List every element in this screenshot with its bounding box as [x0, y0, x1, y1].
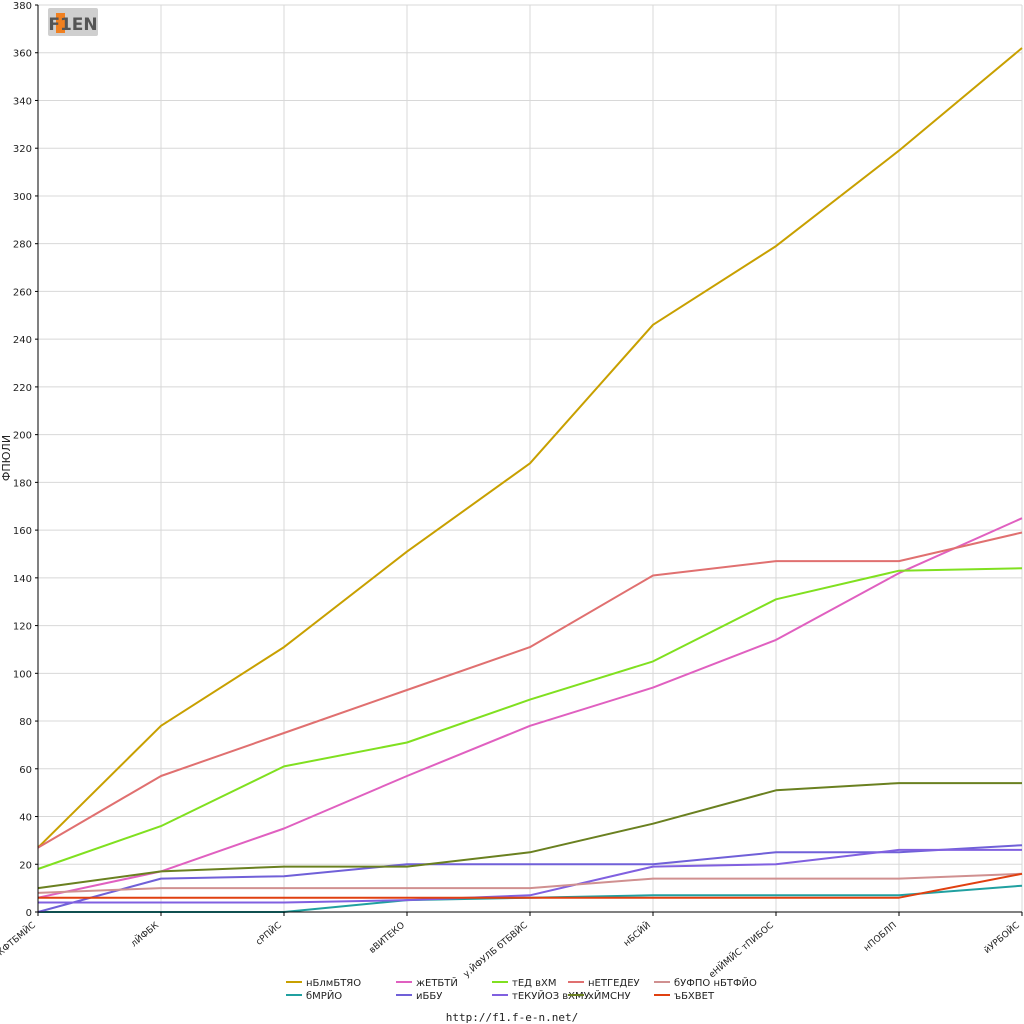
x-tick-label: вВИТЕКО: [368, 921, 407, 956]
y-tick-label: 300: [13, 192, 32, 203]
series-line: [37, 872, 1023, 894]
axes: [35, 4, 1023, 916]
series-line: [37, 567, 1023, 870]
series-line: [37, 531, 1023, 849]
x-tick-label: нБСЙЙ: [621, 919, 653, 949]
legend-label: тЕД вХМ: [512, 978, 557, 989]
legend-label: бУФПО нБТФЙО: [674, 976, 757, 989]
footer-url: http://f1.f-e-n.net/: [446, 1011, 578, 1024]
y-tick-label: 340: [13, 96, 32, 107]
y-tick-label: 100: [13, 669, 32, 680]
legend-label: нБлмБТЯО: [306, 978, 361, 989]
logo-text: F1EN: [48, 15, 97, 35]
series-line: [37, 844, 1023, 913]
series-line: [38, 848, 1022, 904]
series-line: [37, 517, 1023, 899]
x-tick-label: лЙФБК: [128, 919, 161, 950]
y-tick-label: 60: [19, 765, 32, 776]
y-tick-labels: 0 20 40 60 80 100 120 140 160 180 200 220 240 260 280 3…: [13, 1, 32, 919]
y-tick-label: 220: [13, 383, 32, 394]
legend-label: ъБХВЕТ: [674, 991, 715, 1002]
legend-label: нЕТГЕДЕУ: [588, 978, 640, 989]
x-tick-label: сРПЙС: [253, 919, 284, 948]
x-tick-label: бЖФТБМЙС: [0, 919, 38, 964]
x-tick-label: еНЙМЙС тПИБОС: [706, 919, 776, 980]
x-tick-label: у.ЙФУЛБ бТБВЙС: [461, 919, 530, 980]
x-tick-label: йУРБОЙС: [981, 919, 1022, 956]
y-tick-label: 120: [13, 622, 32, 633]
y-tick-label: 20: [19, 860, 32, 871]
y-tick-label: 280: [13, 240, 32, 251]
y-tick-label: 0: [26, 908, 32, 919]
legend-label: бМРЙО: [306, 989, 342, 1002]
x-tick-label: нПОБЛП: [862, 921, 899, 954]
y-tick-label: 240: [13, 335, 32, 346]
y-tick-label: 160: [13, 526, 32, 537]
legend-label: хЙМСНУ: [588, 989, 631, 1002]
series-line: [37, 47, 1023, 849]
grid: [37, 4, 1023, 913]
x-tick-labels: бЖФТБМЙС лЙФБК сРПЙС вВИТЕКО у.ЙФУЛБ бТБВЙС н…: [0, 919, 1022, 981]
y-tick-label: 260: [13, 287, 32, 298]
y-axis-label: ФПЮЛИ: [0, 435, 13, 481]
y-tick-label: 360: [13, 49, 32, 60]
y-tick-label: 40: [19, 813, 32, 824]
legend-label: жЕТБТЙ: [416, 976, 458, 989]
series-line: [38, 872, 1023, 899]
y-tick-label: 200: [13, 431, 32, 442]
series-line: [37, 782, 1022, 890]
legend-label: тЕКУЙОЗ вХМУ: [512, 989, 590, 1002]
y-tick-label: 380: [13, 1, 32, 12]
logo-accent: [56, 13, 65, 33]
logo: F1EN: [48, 8, 98, 36]
y-tick-label: 140: [13, 574, 32, 585]
legend-label: иББУ: [416, 991, 442, 1002]
y-tick-label: 80: [19, 717, 32, 728]
y-tick-label: 320: [13, 144, 32, 155]
y-tick-label: 180: [13, 478, 32, 489]
